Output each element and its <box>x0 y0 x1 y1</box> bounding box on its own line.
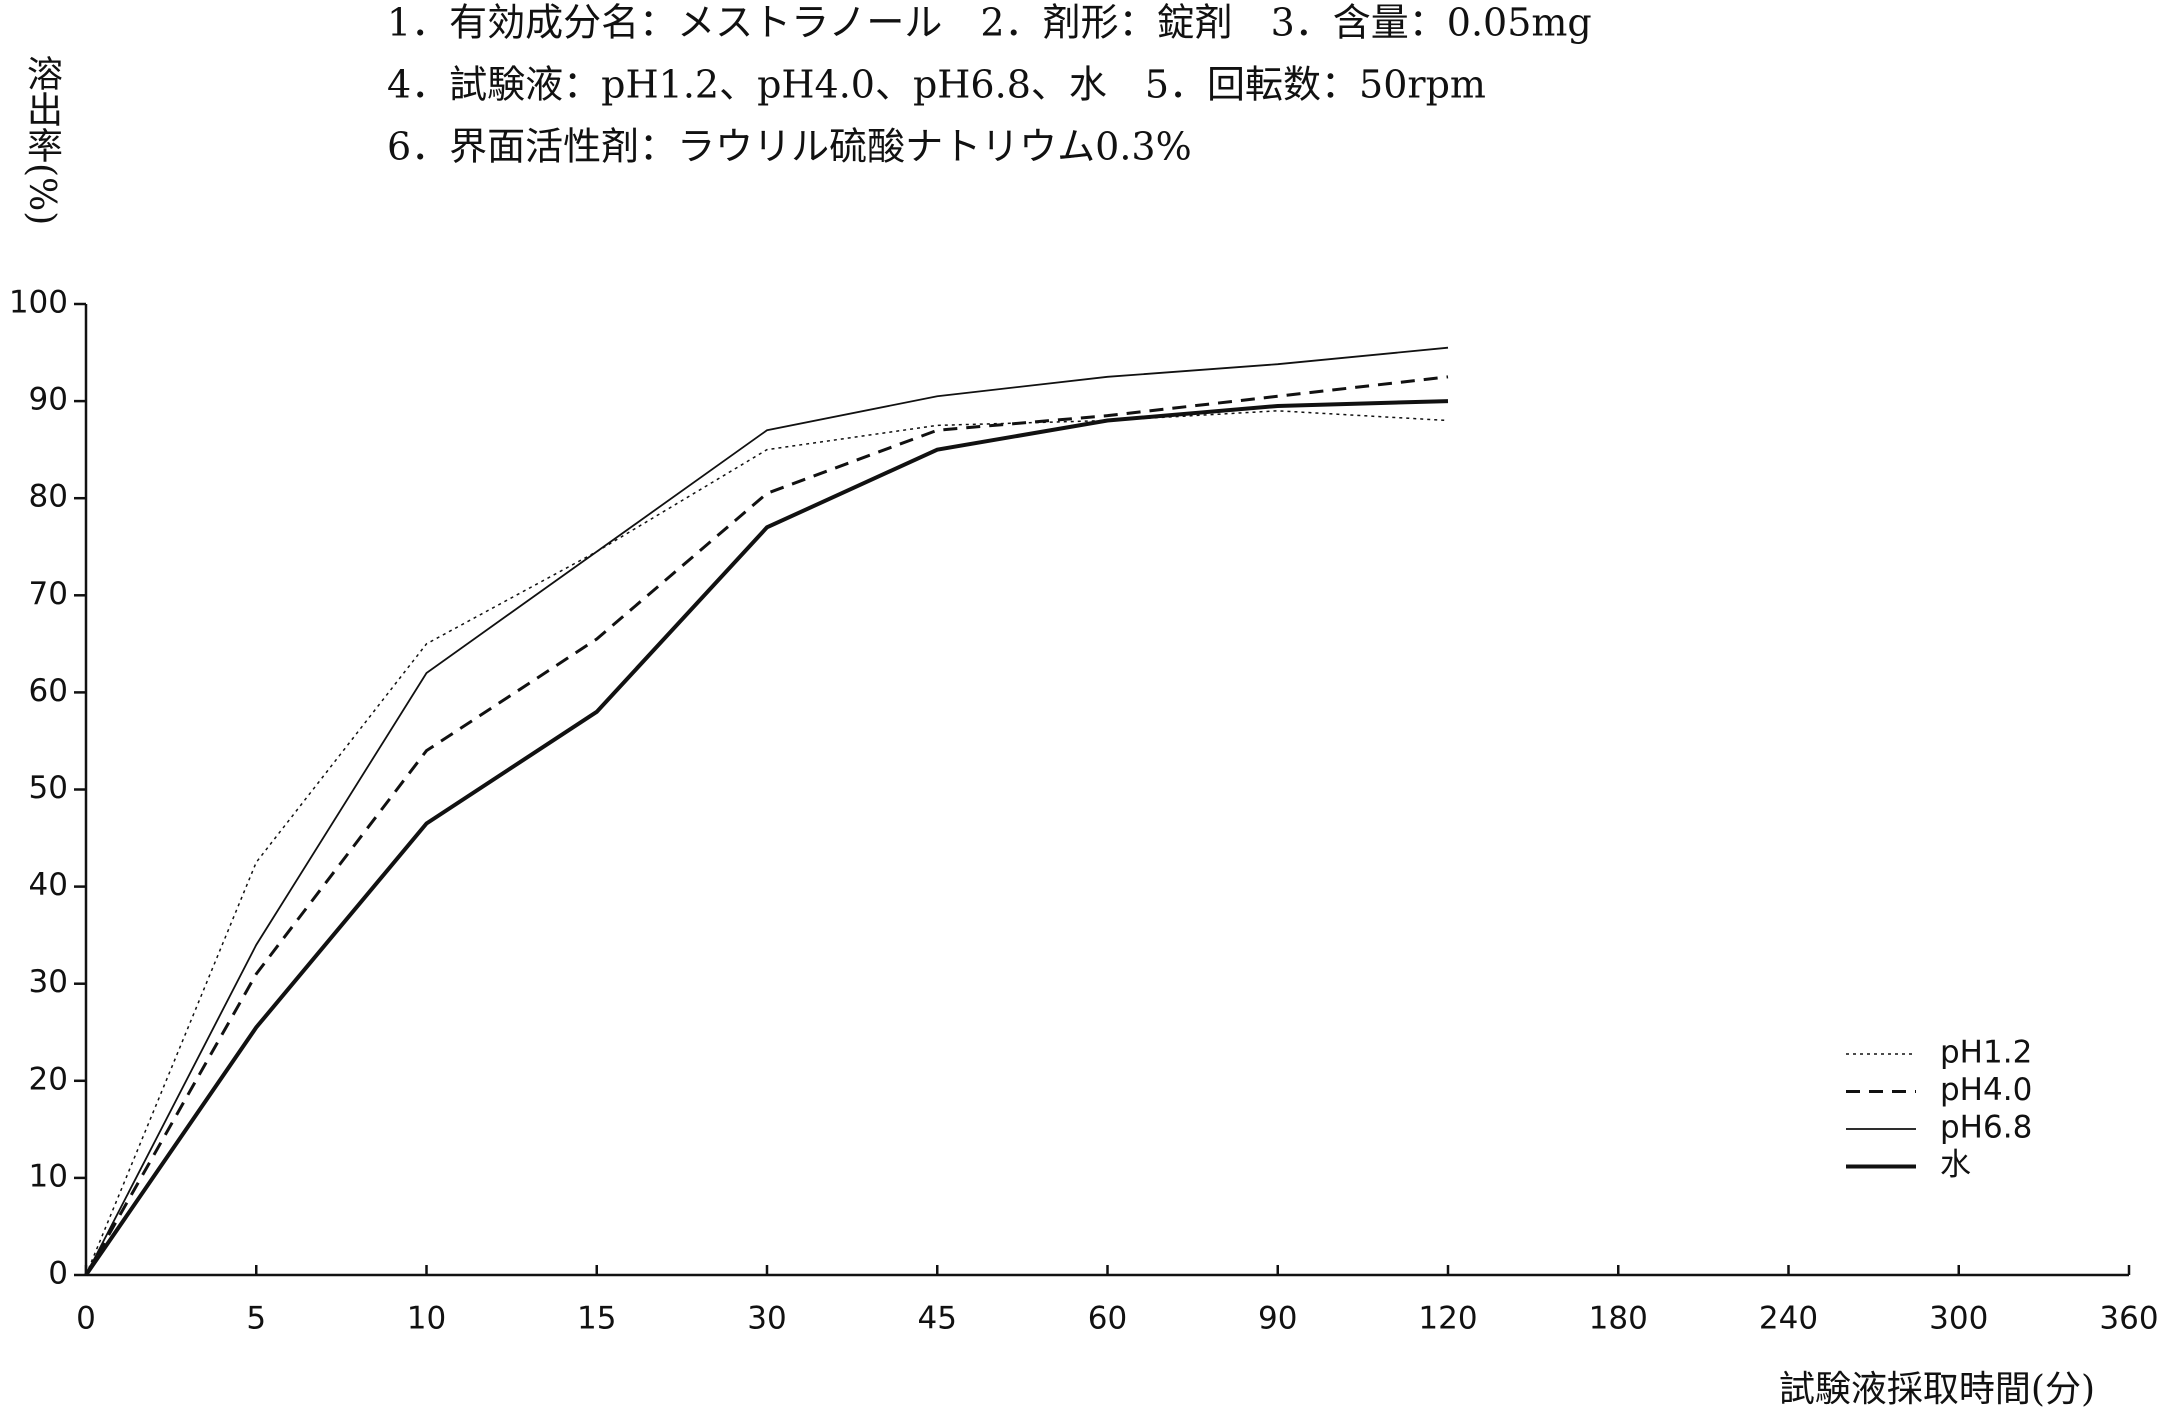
x-tick-label: 60 <box>1088 1301 1127 1337</box>
x-tick-label: 300 <box>1929 1301 1988 1337</box>
y-tick-label: 80 <box>29 479 68 515</box>
series-line <box>84 399 1449 1277</box>
x-tick-label: 360 <box>2099 1301 2158 1337</box>
series-line <box>85 346 1449 1276</box>
y-tick-label: 70 <box>29 576 68 612</box>
y-tick-label: 60 <box>29 673 68 709</box>
x-tick-label: 10 <box>407 1301 446 1337</box>
title-line: 1．有効成分名：メストラノール 2．剤形：錠剤 3．含量：0.05mg <box>387 1 1592 45</box>
y-tick-label: 40 <box>29 867 68 903</box>
legend-label: pH1.2 <box>1940 1035 2032 1071</box>
series-line <box>85 410 1449 1276</box>
series-line <box>84 375 1449 1276</box>
title-line: 4．試験液：pH1.2、pH4.0、pH6.8、水 5．回転数：50rpm <box>387 63 1486 107</box>
x-axis-label: 試験液採取時間(分) <box>1779 1369 2095 1410</box>
y-tick-label: 50 <box>29 770 68 806</box>
y-tick-label: 30 <box>29 964 68 1000</box>
x-tick-label: 180 <box>1589 1301 1648 1337</box>
x-tick-label: 120 <box>1418 1301 1477 1337</box>
x-tick-label: 240 <box>1759 1301 1818 1337</box>
x-tick-label: 5 <box>246 1301 266 1337</box>
x-tick-label: 0 <box>76 1301 96 1337</box>
x-tick-label: 90 <box>1258 1301 1297 1337</box>
x-tick-label: 30 <box>747 1301 786 1337</box>
legend-label: 水 <box>1940 1147 1971 1183</box>
y-tick-label: 0 <box>48 1256 68 1292</box>
y-tick-label: 90 <box>29 382 68 418</box>
y-axis-label: 溶出率(%) <box>21 55 62 226</box>
legend-label: pH6.8 <box>1940 1110 2032 1146</box>
title-line: 6．界面活性剤：ラウリル硫酸ナトリウム0.3% <box>387 125 1192 169</box>
y-tick-label: 10 <box>29 1158 68 1194</box>
legend-label: pH4.0 <box>1940 1072 2032 1108</box>
y-tick-label: 20 <box>29 1061 68 1097</box>
x-tick-label: 15 <box>577 1301 616 1337</box>
y-tick-label: 100 <box>9 285 68 321</box>
x-tick-label: 45 <box>918 1301 957 1337</box>
